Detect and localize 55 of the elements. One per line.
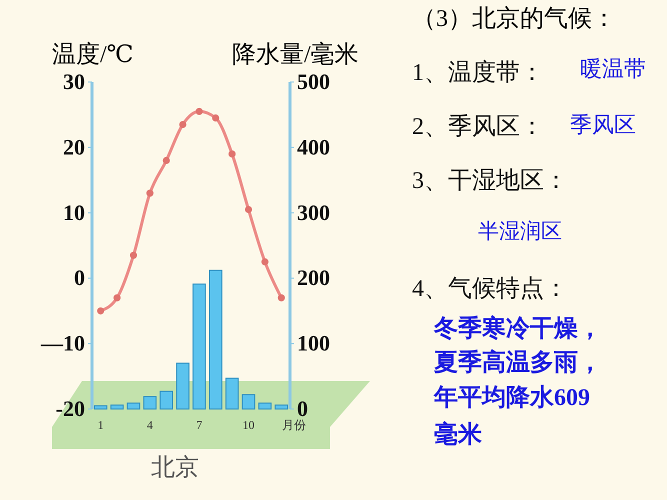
- text: 2、季风区：: [412, 114, 544, 140]
- y2-axis-title: 降水量/毫米: [232, 41, 359, 68]
- text: 4、气候特点：: [412, 276, 568, 302]
- point: [97, 307, 104, 314]
- text: 冬季寒冷干燥，: [433, 315, 602, 342]
- y2-tick-label: 100: [297, 330, 330, 356]
- text: 暖温带: [580, 56, 646, 81]
- x-tick-label: 7: [196, 418, 202, 432]
- text: 1、温度带：: [412, 59, 544, 86]
- y2-tick-label: 500: [297, 69, 330, 94]
- bar: [94, 405, 108, 410]
- y2-tick-label: 400: [297, 134, 330, 160]
- text: 北京: [151, 454, 199, 481]
- text: 3、干湿地区：: [412, 168, 568, 194]
- bar: [176, 362, 190, 410]
- y2-tick-label: 200: [297, 265, 330, 290]
- x-tick-label: 4: [146, 418, 153, 432]
- y-tick-label: 10: [63, 200, 85, 225]
- text: 毫米: [434, 420, 483, 448]
- y-tick-label: 30: [63, 69, 85, 94]
- text: 季风区: [570, 112, 636, 137]
- bar: [242, 394, 256, 410]
- y-tick-label: -20: [56, 396, 85, 422]
- text: 半湿润区: [478, 219, 562, 243]
- bar: [225, 378, 239, 410]
- text: 夏季高温多雨，: [433, 348, 602, 376]
- y-tick-label: 0: [74, 265, 85, 290]
- point: [113, 294, 121, 302]
- bar: [208, 270, 222, 410]
- point: [244, 206, 252, 214]
- point: [146, 190, 154, 197]
- bar: [143, 396, 157, 410]
- bar: [126, 402, 140, 410]
- point: [228, 150, 236, 158]
- point: [261, 258, 269, 266]
- point: [278, 294, 285, 302]
- point: [212, 114, 220, 122]
- y-axis-title: 温度/℃: [52, 41, 134, 68]
- bar: [274, 404, 288, 410]
- x-tick-label: 1: [98, 418, 104, 432]
- point: [196, 108, 203, 115]
- text: （3）北京的气候：: [412, 5, 616, 32]
- point: [130, 252, 138, 259]
- point: [179, 120, 186, 128]
- text: 年平均降水609: [433, 384, 590, 411]
- x-axis-title: 月份: [282, 418, 306, 432]
- bar: [160, 390, 174, 410]
- y-tick-label: 20: [63, 134, 85, 160]
- y2-tick-label: 300: [297, 200, 330, 225]
- bar: [110, 404, 124, 410]
- point: [162, 156, 170, 164]
- bar: [192, 284, 206, 410]
- x-tick-label: 10: [242, 418, 255, 432]
- y-tick-label: —10: [40, 330, 85, 356]
- bar: [258, 402, 272, 410]
